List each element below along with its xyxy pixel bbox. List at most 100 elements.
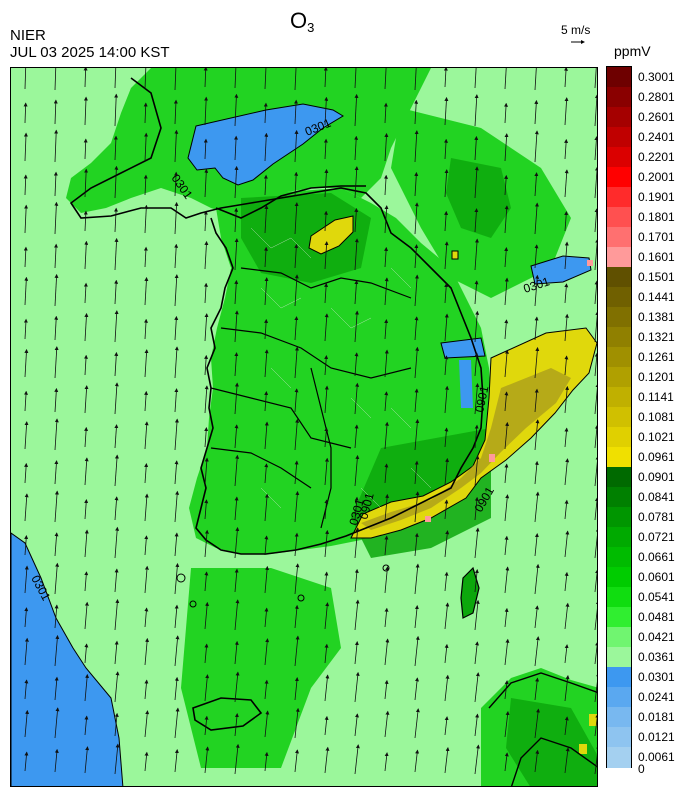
colorbar-tick-label: 0.0961 bbox=[638, 450, 675, 464]
wind-arrow bbox=[414, 491, 420, 523]
unit-label: ppmV bbox=[614, 43, 651, 59]
colorbar-tick-label: 0.1801 bbox=[638, 210, 675, 224]
colorbar-swatch bbox=[607, 67, 631, 88]
wind-arrow bbox=[384, 246, 389, 268]
wind-arrow bbox=[504, 421, 510, 450]
wind-arrow bbox=[534, 749, 540, 773]
wind-arrow bbox=[534, 202, 539, 235]
colorbar-swatch bbox=[607, 647, 631, 668]
wind-arrow bbox=[24, 709, 30, 738]
wind-arrow bbox=[144, 637, 150, 666]
wind-arrow bbox=[594, 352, 597, 377]
colorbar-swatch bbox=[607, 727, 631, 748]
wind-arrow bbox=[114, 743, 120, 775]
wind-arrow bbox=[474, 382, 480, 415]
colorbar-swatch bbox=[607, 607, 631, 628]
wind-arrow bbox=[294, 202, 299, 235]
wind-arrow bbox=[534, 388, 539, 413]
wind-arrow bbox=[204, 96, 209, 126]
wind-arrow bbox=[474, 166, 479, 199]
wind-arrow bbox=[594, 424, 597, 449]
colorbar-tick-label: 0.1201 bbox=[638, 370, 675, 384]
wind-arrow bbox=[114, 351, 119, 377]
wind-arrow bbox=[144, 607, 149, 628]
wind-arrow bbox=[444, 457, 450, 486]
wind-arrow bbox=[594, 208, 597, 233]
wind-arrow bbox=[234, 279, 239, 305]
wind-arrow bbox=[264, 463, 269, 484]
wind-arrow bbox=[264, 679, 269, 700]
wind-arrow bbox=[264, 535, 269, 556]
island-2 bbox=[189, 600, 197, 608]
island-1 bbox=[176, 573, 186, 583]
low-ozone-area-east bbox=[530, 255, 592, 285]
colorbar-swatch bbox=[607, 467, 631, 488]
wind-arrow bbox=[174, 315, 179, 341]
wind-arrow bbox=[324, 529, 330, 558]
wind-arrow bbox=[114, 424, 119, 449]
wind-arrow bbox=[203, 210, 208, 232]
colorbar-swatch bbox=[607, 107, 631, 128]
wind-arrow bbox=[114, 237, 119, 271]
wind-arrow bbox=[564, 530, 570, 558]
wind-arrow bbox=[444, 674, 450, 702]
very-high-ozone-core bbox=[361, 368, 571, 530]
wind-arrow bbox=[564, 674, 570, 702]
wind-arrow bbox=[294, 388, 299, 413]
district-borders bbox=[250, 227, 432, 509]
wind-arrow bbox=[83, 354, 88, 376]
wind-arrow bbox=[294, 68, 297, 91]
low-ozone-area-coast-small bbox=[459, 360, 473, 408]
wind-arrow bbox=[504, 535, 509, 556]
wind-arrow bbox=[444, 746, 450, 774]
wind-arrow bbox=[384, 638, 390, 666]
wind-arrow bbox=[84, 746, 90, 774]
wind-arrow bbox=[414, 708, 420, 739]
colorbar-swatch bbox=[607, 447, 631, 468]
wind-arrow bbox=[24, 68, 27, 90]
wind-arrow bbox=[594, 713, 597, 737]
wind-arrow bbox=[414, 532, 419, 557]
wind-arrow bbox=[294, 604, 299, 629]
wind-arrow bbox=[113, 135, 118, 161]
wind-arrow bbox=[414, 563, 420, 595]
wind-arrow bbox=[444, 169, 449, 198]
wind-arrow bbox=[564, 747, 570, 774]
wind-arrow bbox=[54, 532, 59, 557]
colorbar-tick-label: 0.1261 bbox=[638, 350, 675, 364]
wind-arrow bbox=[444, 283, 449, 304]
colorbar-tick-label: 0.1081 bbox=[638, 410, 675, 424]
wind-arrow bbox=[414, 635, 420, 667]
wind-arrow bbox=[234, 165, 239, 199]
colorbar-tick-label: 0.2801 bbox=[638, 90, 675, 104]
wind-arrow bbox=[144, 276, 149, 306]
colorbar-swatch bbox=[607, 247, 631, 268]
wind-arrow bbox=[264, 204, 269, 234]
wind-arrow bbox=[264, 421, 269, 450]
wind-arrow bbox=[114, 165, 119, 199]
colorbar-tick-label: 0.0781 bbox=[638, 510, 675, 524]
wind-arrow bbox=[324, 602, 330, 630]
high-ozone-area-north bbox=[308, 215, 354, 255]
wind-arrow bbox=[354, 382, 360, 415]
wind-arrow bbox=[504, 277, 509, 306]
wind-arrow bbox=[354, 671, 360, 703]
wind-arrow bbox=[384, 535, 389, 556]
wind-arrow bbox=[294, 346, 299, 379]
wind-arrow bbox=[264, 277, 269, 306]
datetime-label: JUL 03 2025 14:00 KST bbox=[10, 44, 170, 61]
wind-arrow bbox=[563, 68, 568, 88]
wind-arrow bbox=[24, 679, 29, 700]
wind-arrow bbox=[564, 211, 569, 232]
wind-arrow bbox=[383, 102, 388, 124]
low-ozone-area-southwest bbox=[11, 532, 124, 786]
wind-arrow bbox=[354, 568, 359, 593]
wind-arrow bbox=[264, 493, 269, 522]
wind-arrow bbox=[564, 138, 569, 160]
wind-arrow bbox=[264, 565, 270, 594]
wind-arrow bbox=[444, 499, 449, 520]
wind-arrow bbox=[534, 130, 539, 163]
wind-arrow bbox=[594, 527, 597, 559]
wind-arrow bbox=[474, 94, 479, 127]
wind-arrow bbox=[594, 455, 597, 487]
